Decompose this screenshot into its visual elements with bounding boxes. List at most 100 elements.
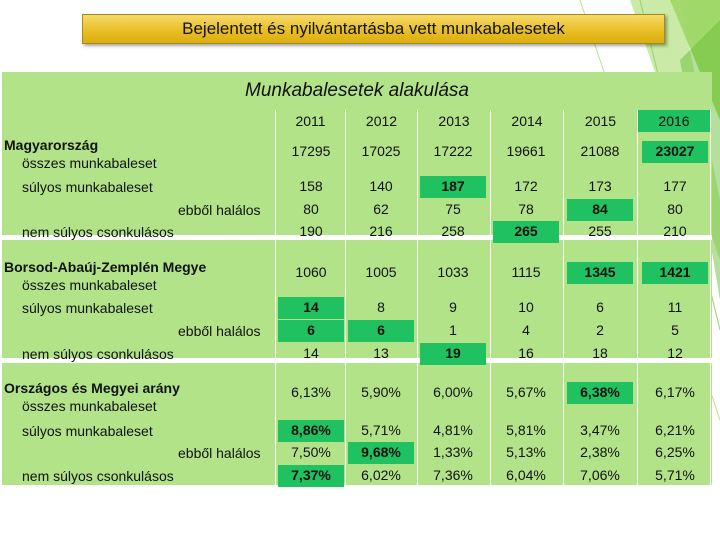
slide-title: Bejelentett és nyilvántartásba vett munk…: [82, 14, 665, 44]
accident-table-panel: Munkabalesetek alakulása 2011 2012 2013 201…: [2, 72, 712, 487]
section-heading: Borsod-Abaúj-Zemplén Megye: [4, 259, 207, 275]
value-cell: 7,36%: [433, 467, 473, 483]
value-cell: 216: [369, 223, 393, 239]
value-cell: 6,25%: [655, 444, 695, 460]
value-cell: 10: [518, 299, 534, 315]
value-cell: 18: [592, 345, 608, 361]
value-cell: 6: [278, 320, 344, 342]
row-label: összes munkabaleset: [22, 277, 157, 293]
value-cell: 1115: [511, 264, 541, 280]
value-cell: 17025: [361, 143, 401, 159]
value-cell: 8: [377, 299, 385, 315]
value-cell: 5,13%: [506, 444, 546, 460]
value-cell: 6,13%: [291, 384, 331, 400]
value-cell: 6: [348, 320, 414, 342]
value-cell: 17295: [291, 143, 331, 159]
value-cell: 9: [449, 299, 457, 315]
year-header-2016: 2016: [638, 110, 710, 132]
row-label: nem súlyos csonkulásos: [22, 468, 174, 484]
value-cell: 255: [588, 223, 612, 239]
row-label: ebből halálos: [178, 202, 261, 218]
value-cell: 9,68%: [348, 442, 414, 464]
value-cell: 14: [303, 345, 319, 361]
value-cell: 19661: [506, 143, 546, 159]
value-cell: 23027: [642, 141, 708, 163]
value-cell: 75: [445, 201, 461, 217]
value-cell: 6,17%: [655, 384, 695, 400]
value-cell: 1,33%: [433, 444, 473, 460]
row-label: súlyos munkabaleset: [22, 179, 153, 195]
year-header-2014: 2014: [511, 113, 543, 129]
value-cell: 80: [303, 201, 319, 217]
row-label: nem súlyos csonkulásos: [22, 346, 174, 362]
value-cell: 5,71%: [361, 422, 401, 438]
column-separator: [417, 110, 418, 485]
year-header-2013: 2013: [438, 113, 470, 129]
value-cell: 1345: [567, 262, 633, 284]
value-cell: 2: [596, 322, 604, 338]
value-cell: 158: [299, 178, 323, 194]
value-cell: 11: [667, 299, 683, 315]
panel-title: Munkabalesetek alakulása: [245, 80, 469, 101]
value-cell: 4,81%: [433, 422, 473, 438]
value-cell: 2,38%: [580, 444, 620, 460]
year-header-2015: 2015: [584, 113, 617, 129]
value-cell: 12: [667, 345, 683, 361]
column-separator: [637, 110, 638, 485]
value-cell: 84: [567, 199, 633, 221]
value-cell: 17222: [433, 143, 473, 159]
value-cell: 5,71%: [655, 467, 695, 483]
section-separator: [2, 358, 712, 363]
value-cell: 5,67%: [506, 384, 546, 400]
value-cell: 19: [420, 343, 486, 365]
value-cell: 140: [369, 178, 393, 194]
value-cell: 7,06%: [580, 467, 620, 483]
value-cell: 78: [518, 201, 534, 217]
section-heading: Országos és Megyei arány: [4, 380, 180, 396]
value-cell: 258: [441, 223, 465, 239]
value-cell: 265: [493, 221, 559, 243]
value-cell: 173: [588, 178, 612, 194]
value-cell: 3,47%: [580, 422, 620, 438]
column-separator: [563, 110, 564, 485]
value-cell: 6,21%: [655, 422, 695, 438]
value-cell: 4: [522, 322, 530, 338]
value-cell: 13: [373, 345, 389, 361]
value-cell: 62: [373, 201, 389, 217]
value-cell: 7,50%: [291, 444, 331, 460]
value-cell: 6,00%: [433, 384, 473, 400]
value-cell: 8,86%: [278, 420, 344, 442]
column-separator: [710, 110, 711, 485]
value-cell: 5: [671, 322, 679, 338]
row-label: összes munkabaleset: [22, 155, 157, 171]
row-label: ebből halálos: [178, 323, 261, 339]
value-cell: 14: [278, 297, 344, 319]
value-cell: 6,02%: [361, 467, 401, 483]
row-label: nem súlyos csonkulásos: [22, 224, 174, 240]
row-label: súlyos munkabaleset: [22, 423, 153, 439]
value-cell: 210: [663, 223, 687, 239]
value-cell: 5,90%: [361, 384, 401, 400]
value-cell: 1421: [642, 262, 708, 284]
value-cell: 1: [449, 322, 457, 338]
value-cell: 5,81%: [506, 422, 546, 438]
value-cell: 172: [514, 178, 538, 194]
year-header-2012: 2012: [365, 113, 398, 129]
value-cell: 1033: [437, 264, 469, 280]
value-cell: 1060: [295, 264, 327, 280]
value-cell: 6,38%: [567, 382, 633, 404]
section-separator: [2, 235, 712, 240]
row-label: összes munkabaleset: [22, 398, 157, 414]
value-cell: 187: [420, 176, 486, 198]
value-cell: 1005: [365, 264, 397, 280]
value-cell: 6: [596, 299, 604, 315]
column-separator: [345, 110, 346, 485]
column-separator: [490, 110, 491, 485]
value-cell: 190: [299, 223, 323, 239]
value-cell: 80: [667, 201, 683, 217]
row-label: ebből halálos: [178, 445, 261, 461]
column-separator: [275, 110, 276, 485]
value-cell: 16: [518, 345, 534, 361]
value-cell: 7,37%: [278, 465, 344, 487]
row-label: súlyos munkabaleset: [22, 300, 153, 316]
